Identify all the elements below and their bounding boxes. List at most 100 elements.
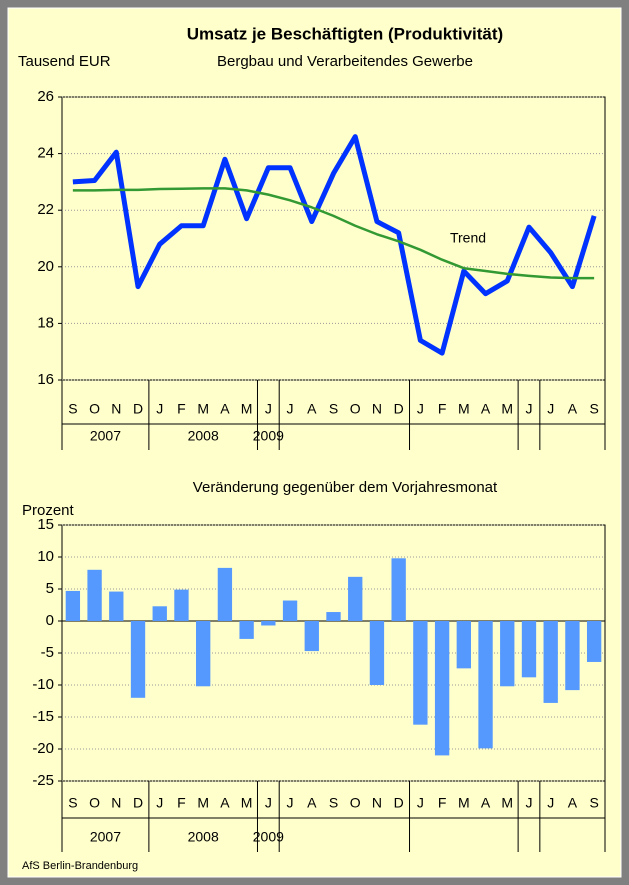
x-tick-label: A bbox=[568, 401, 578, 417]
x-tick-label: D bbox=[394, 401, 404, 417]
bar bbox=[87, 569, 102, 621]
x-tick-label: J bbox=[156, 795, 163, 811]
bar bbox=[500, 621, 515, 687]
x-tick-label: J bbox=[287, 401, 294, 417]
x-tick-label: M bbox=[458, 401, 470, 417]
x-tick-label: O bbox=[89, 401, 100, 417]
x-tick-label: J bbox=[525, 795, 532, 811]
year-label: 2009 bbox=[253, 829, 284, 845]
chart-title: Umsatz je Beschäftigten (Produktivität) bbox=[187, 24, 503, 43]
x-tick-label: D bbox=[133, 795, 143, 811]
x-tick-label: J bbox=[417, 401, 424, 417]
trend-label: Trend bbox=[450, 230, 486, 246]
footer: AfS Berlin-Brandenburg bbox=[22, 860, 138, 872]
y-tick-label: -10 bbox=[32, 676, 54, 693]
x-tick-label: J bbox=[417, 795, 424, 811]
y-tick-label: 10 bbox=[37, 548, 54, 565]
bar bbox=[565, 621, 580, 691]
y-tick-label: -25 bbox=[32, 772, 54, 789]
x-tick-label: S bbox=[589, 795, 598, 811]
bar bbox=[326, 612, 341, 621]
x-tick-label: A bbox=[220, 401, 230, 417]
y-tick-label: 24 bbox=[37, 145, 54, 162]
x-tick-label: O bbox=[89, 795, 100, 811]
x-tick-label: J bbox=[547, 795, 554, 811]
year-label: 2009 bbox=[253, 428, 284, 444]
y-tick-label: -5 bbox=[41, 644, 54, 661]
y-tick-label: -20 bbox=[32, 740, 54, 757]
x-tick-label: N bbox=[111, 401, 121, 417]
bar bbox=[434, 621, 450, 756]
bar bbox=[65, 590, 81, 621]
x-tick-label: A bbox=[220, 795, 230, 811]
x-tick-label: N bbox=[372, 401, 382, 417]
x-tick-label: M bbox=[241, 401, 253, 417]
x-tick-label: F bbox=[177, 401, 186, 417]
bar bbox=[174, 589, 189, 621]
x-tick-label: J bbox=[265, 401, 272, 417]
bar bbox=[413, 621, 428, 725]
bar bbox=[282, 600, 298, 621]
bar bbox=[521, 621, 537, 678]
x-tick-label: M bbox=[197, 795, 209, 811]
y-tick-label: 0 bbox=[46, 612, 54, 629]
x-tick-label: S bbox=[329, 401, 338, 417]
bar bbox=[543, 621, 558, 703]
x-tick-label: A bbox=[481, 401, 491, 417]
x-tick-label: M bbox=[458, 795, 470, 811]
bar bbox=[456, 621, 471, 669]
bar bbox=[130, 621, 146, 698]
y-tick-label: 5 bbox=[46, 580, 54, 597]
plot-area bbox=[61, 96, 606, 381]
x-tick-label: A bbox=[307, 795, 317, 811]
y-axis-label: Prozent bbox=[22, 502, 75, 519]
x-tick-label: M bbox=[501, 401, 513, 417]
chart-subtitle: Bergbau und Verarbeitendes Gewerbe bbox=[217, 53, 473, 70]
chart-title: Veränderung gegenüber dem Vorjahresmonat bbox=[193, 479, 498, 496]
x-tick-label: M bbox=[197, 401, 209, 417]
y-tick-label: 16 bbox=[37, 371, 54, 388]
x-tick-label: M bbox=[501, 795, 513, 811]
x-tick-label: S bbox=[68, 795, 77, 811]
x-tick-label: N bbox=[111, 795, 121, 811]
y-tick-label: 18 bbox=[37, 314, 54, 331]
x-tick-label: S bbox=[329, 795, 338, 811]
x-tick-label: A bbox=[568, 795, 578, 811]
year-label: 2007 bbox=[90, 428, 121, 444]
bar bbox=[586, 621, 602, 662]
bar bbox=[391, 558, 406, 621]
bar bbox=[348, 576, 363, 621]
y-tick-label: 20 bbox=[37, 258, 54, 275]
x-tick-label: F bbox=[177, 795, 186, 811]
y-tick-label: 22 bbox=[37, 201, 54, 218]
x-tick-label: J bbox=[547, 401, 554, 417]
data-line bbox=[72, 134, 597, 356]
bar bbox=[304, 621, 319, 652]
x-tick-label: J bbox=[265, 795, 272, 811]
y-axis-label: Tausend EUR bbox=[18, 53, 111, 70]
bar bbox=[196, 621, 211, 687]
bar bbox=[239, 621, 254, 639]
y-tick-label: 26 bbox=[37, 88, 54, 105]
x-tick-label: F bbox=[438, 795, 447, 811]
year-label: 2008 bbox=[188, 829, 219, 845]
x-tick-label: J bbox=[525, 401, 532, 417]
x-tick-label: D bbox=[394, 795, 404, 811]
x-tick-label: S bbox=[589, 401, 598, 417]
x-tick-label: J bbox=[287, 795, 294, 811]
bar bbox=[478, 621, 493, 749]
x-tick-label: F bbox=[438, 401, 447, 417]
x-tick-label: J bbox=[156, 401, 163, 417]
x-tick-label: O bbox=[350, 795, 361, 811]
year-label: 2007 bbox=[90, 829, 121, 845]
y-tick-label: 15 bbox=[37, 516, 54, 533]
x-tick-label: S bbox=[68, 401, 77, 417]
bar bbox=[369, 621, 385, 685]
data-line bbox=[72, 187, 595, 280]
x-tick-label: A bbox=[481, 795, 491, 811]
bar bbox=[152, 606, 167, 621]
x-tick-label: D bbox=[133, 401, 143, 417]
x-tick-label: O bbox=[350, 401, 361, 417]
bar bbox=[109, 591, 124, 621]
